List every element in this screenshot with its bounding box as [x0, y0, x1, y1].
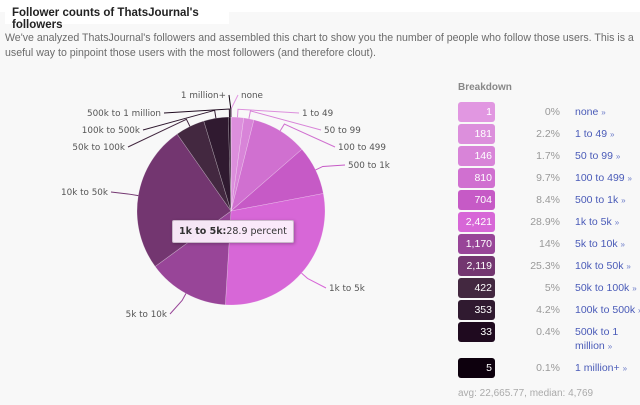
breakdown-row: 2,421 28.9% 1k to 5k »	[458, 212, 640, 232]
breakdown-count: 353	[458, 300, 495, 320]
breakdown-count: 1	[458, 102, 495, 122]
intro-text: We've analyzed ThatsJournal's followers …	[5, 32, 634, 59]
breakdown-count: 810	[458, 168, 495, 188]
chevron-right-icon: »	[614, 218, 620, 227]
chevron-right-icon: »	[638, 306, 640, 315]
pie-label: 10k to 50k	[61, 188, 109, 198]
breakdown-percent: 25.3%	[530, 260, 560, 272]
leader-line	[315, 164, 346, 171]
pie-label: 50k to 100k	[72, 143, 126, 153]
breakdown-percent: 0.1%	[536, 362, 560, 374]
chevron-right-icon: »	[632, 284, 637, 293]
breakdown-row: 146 1.7% 50 to 99 »	[458, 146, 640, 166]
chevron-right-icon: »	[620, 240, 625, 249]
breakdown-row: 704 8.4% 500 to 1k »	[458, 190, 640, 210]
leader-line	[169, 293, 187, 315]
breakdown-link[interactable]: 1k to 5k »	[575, 216, 620, 228]
breakdown-percent: 9.7%	[536, 172, 560, 184]
breakdown-link[interactable]: 500 to 1k »	[575, 194, 626, 206]
pie-label: 1 to 49	[302, 109, 333, 119]
leader-line	[236, 108, 300, 118]
leader-line	[110, 191, 139, 197]
pie-label: 100 to 499	[338, 143, 386, 153]
pie-label: none	[241, 91, 263, 101]
breakdown-row: 1 0% none »	[458, 102, 640, 122]
breakdown-row: 810 9.7% 100 to 499 »	[458, 168, 640, 188]
pie-label: 1 million+	[181, 91, 226, 101]
breakdown-percent: 8.4%	[536, 194, 560, 206]
breakdown-row: 181 2.2% 1 to 49 »	[458, 124, 640, 144]
breakdown-row: 422 5% 50k to 100k »	[458, 278, 640, 298]
breakdown-link[interactable]: none »	[575, 106, 606, 118]
pie-label: 5k to 10k	[126, 310, 168, 320]
pie-label: 500k to 1 million	[87, 109, 161, 119]
breakdown-row: 1,170 14% 5k to 10k »	[458, 234, 640, 254]
breakdown-title: Breakdown	[458, 82, 512, 93]
breakdown-link[interactable]: 5k to 10k »	[575, 238, 625, 250]
pie-slice[interactable]	[229, 148, 324, 212]
leader-line	[127, 118, 191, 148]
pie-slice[interactable]	[136, 133, 232, 267]
breakdown-count: 422	[458, 278, 495, 298]
breakdown-percent: 0.4%	[536, 326, 560, 338]
breakdown-link[interactable]: 500k to 1 million »	[575, 326, 619, 352]
breakdown-count: 2,119	[458, 256, 495, 276]
breakdown-row: 33 0.4% 500k to 1 million »	[458, 322, 640, 352]
chevron-right-icon: »	[626, 262, 631, 271]
breakdown-count: 146	[458, 146, 495, 166]
chevron-right-icon: »	[615, 152, 621, 161]
breakdown-link[interactable]: 10k to 50k »	[575, 260, 631, 272]
chevron-right-icon: »	[627, 174, 632, 183]
breakdown-count: 33	[458, 322, 495, 342]
chevron-right-icon: »	[610, 130, 615, 139]
pie-label: 50 to 99	[324, 126, 361, 136]
tooltip-value: 28.9 percent	[226, 226, 287, 237]
breakdown-count: 1,170	[458, 234, 495, 254]
breakdown-row: 5 0.1% 1 million+ »	[458, 358, 640, 378]
chevron-right-icon: »	[607, 342, 613, 351]
leader-line	[230, 94, 239, 118]
stats-summary: avg: 22,665.77, median: 4,769	[458, 388, 594, 399]
breakdown-link[interactable]: 1 million+ »	[575, 362, 628, 374]
breakdown-percent: 4.2%	[536, 304, 560, 316]
breakdown-count: 5	[458, 358, 495, 378]
section-title-tab: Follower counts of ThatsJournal's follow…	[5, 0, 229, 31]
breakdown-link[interactable]: 100 to 499 »	[575, 172, 632, 184]
breakdown-row: 353 4.2% 100k to 500k »	[458, 300, 640, 320]
breakdown-link[interactable]: 100k to 500k »	[575, 300, 640, 318]
leader-line	[228, 94, 232, 118]
breakdown-percent: 5%	[544, 282, 560, 294]
chevron-right-icon: »	[621, 196, 626, 205]
pie-label: 1k to 5k	[329, 284, 366, 294]
breakdown-percent: 0%	[544, 106, 560, 118]
breakdown-link[interactable]: 50k to 100k »	[575, 282, 637, 294]
breakdown-link[interactable]: 1 to 49 »	[575, 128, 615, 140]
breakdown-count: 704	[458, 190, 495, 210]
leader-line	[163, 108, 230, 118]
pie-slice[interactable]	[228, 116, 232, 212]
leader-line	[279, 123, 336, 148]
leader-line	[301, 272, 327, 289]
pie-slice[interactable]	[225, 193, 326, 306]
chevron-right-icon: »	[622, 364, 628, 373]
chevron-right-icon: »	[601, 108, 606, 117]
breakdown-row: 2,119 25.3% 10k to 50k »	[458, 256, 640, 276]
pie-label: 500 to 1k	[348, 161, 391, 171]
breakdown-percent: 28.9%	[530, 216, 560, 228]
breakdown-percent: 2.2%	[536, 128, 560, 140]
breakdown-count: 181	[458, 124, 495, 144]
chart-tooltip: 1k to 5k:28.9 percent	[172, 220, 294, 243]
breakdown-count: 2,421	[458, 212, 495, 232]
tooltip-label: 1k to 5k:	[179, 226, 227, 237]
breakdown-percent: 14%	[538, 238, 560, 250]
leader-line	[248, 110, 322, 131]
pie-label: 100k to 500k	[82, 126, 141, 136]
breakdown-link[interactable]: 50 to 99 »	[575, 150, 621, 162]
breakdown-percent: 1.7%	[536, 150, 560, 162]
